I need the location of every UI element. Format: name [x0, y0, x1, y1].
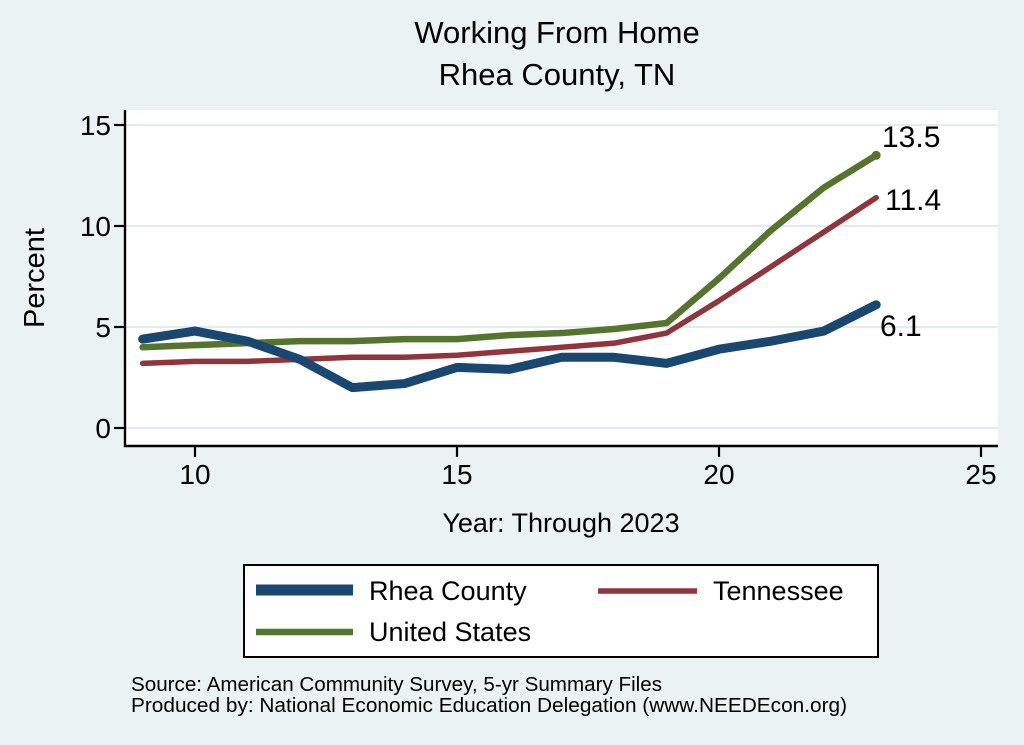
plot-area [125, 110, 998, 446]
legend-box [243, 564, 879, 658]
x-axis-title: Year: Through 2023 [442, 508, 679, 538]
legend-label-rhea-county: Rhea County [369, 576, 527, 606]
x-tick-label-10: 10 [179, 459, 210, 490]
chart-title-line2: Rhea County, TN [439, 57, 676, 92]
x-tick-label-25: 25 [965, 459, 996, 490]
x-tick-label-15: 15 [441, 459, 472, 490]
produced-by-note: Produced by: National Economic Education… [131, 695, 847, 717]
legend-label-united-states: United States [369, 617, 531, 647]
chart-title-line1: Working From Home [414, 15, 699, 50]
y-tick-label-15: 15 [80, 110, 111, 141]
end-label-rhea-county: 6.1 [880, 310, 922, 343]
source-note: Source: American Community Survey, 5-yr … [131, 674, 662, 696]
y-tick-label-10: 10 [80, 211, 111, 242]
us-line-end-marker [871, 150, 881, 160]
rhea-county-line [138, 300, 881, 393]
x-tick-label-20: 20 [703, 459, 734, 490]
y-axis-title: Percent [19, 228, 51, 328]
tennessee-line [139, 194, 879, 367]
y-tick-label-5: 5 [95, 312, 111, 343]
end-label-united-states: 13.5 [882, 121, 940, 154]
legend-label-tennessee: Tennessee [713, 576, 844, 606]
y-tick-label-0: 0 [95, 413, 111, 444]
end-label-tennessee: 11.4 [885, 184, 941, 217]
